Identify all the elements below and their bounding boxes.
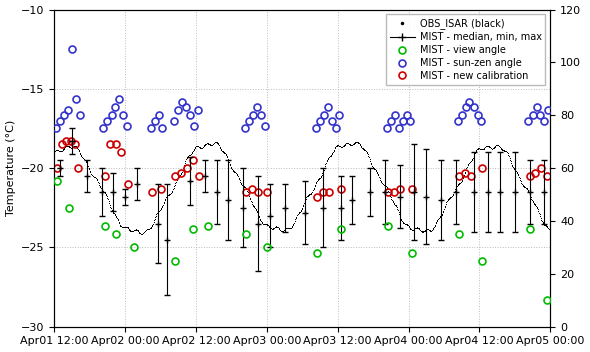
Y-axis label: Temperature (°C): Temperature (°C): [5, 120, 15, 216]
Legend: OBS_ISAR (black), MIST - median, min, max, MIST - view angle, MIST - sun-zen ang: OBS_ISAR (black), MIST - median, min, ma…: [386, 14, 545, 85]
